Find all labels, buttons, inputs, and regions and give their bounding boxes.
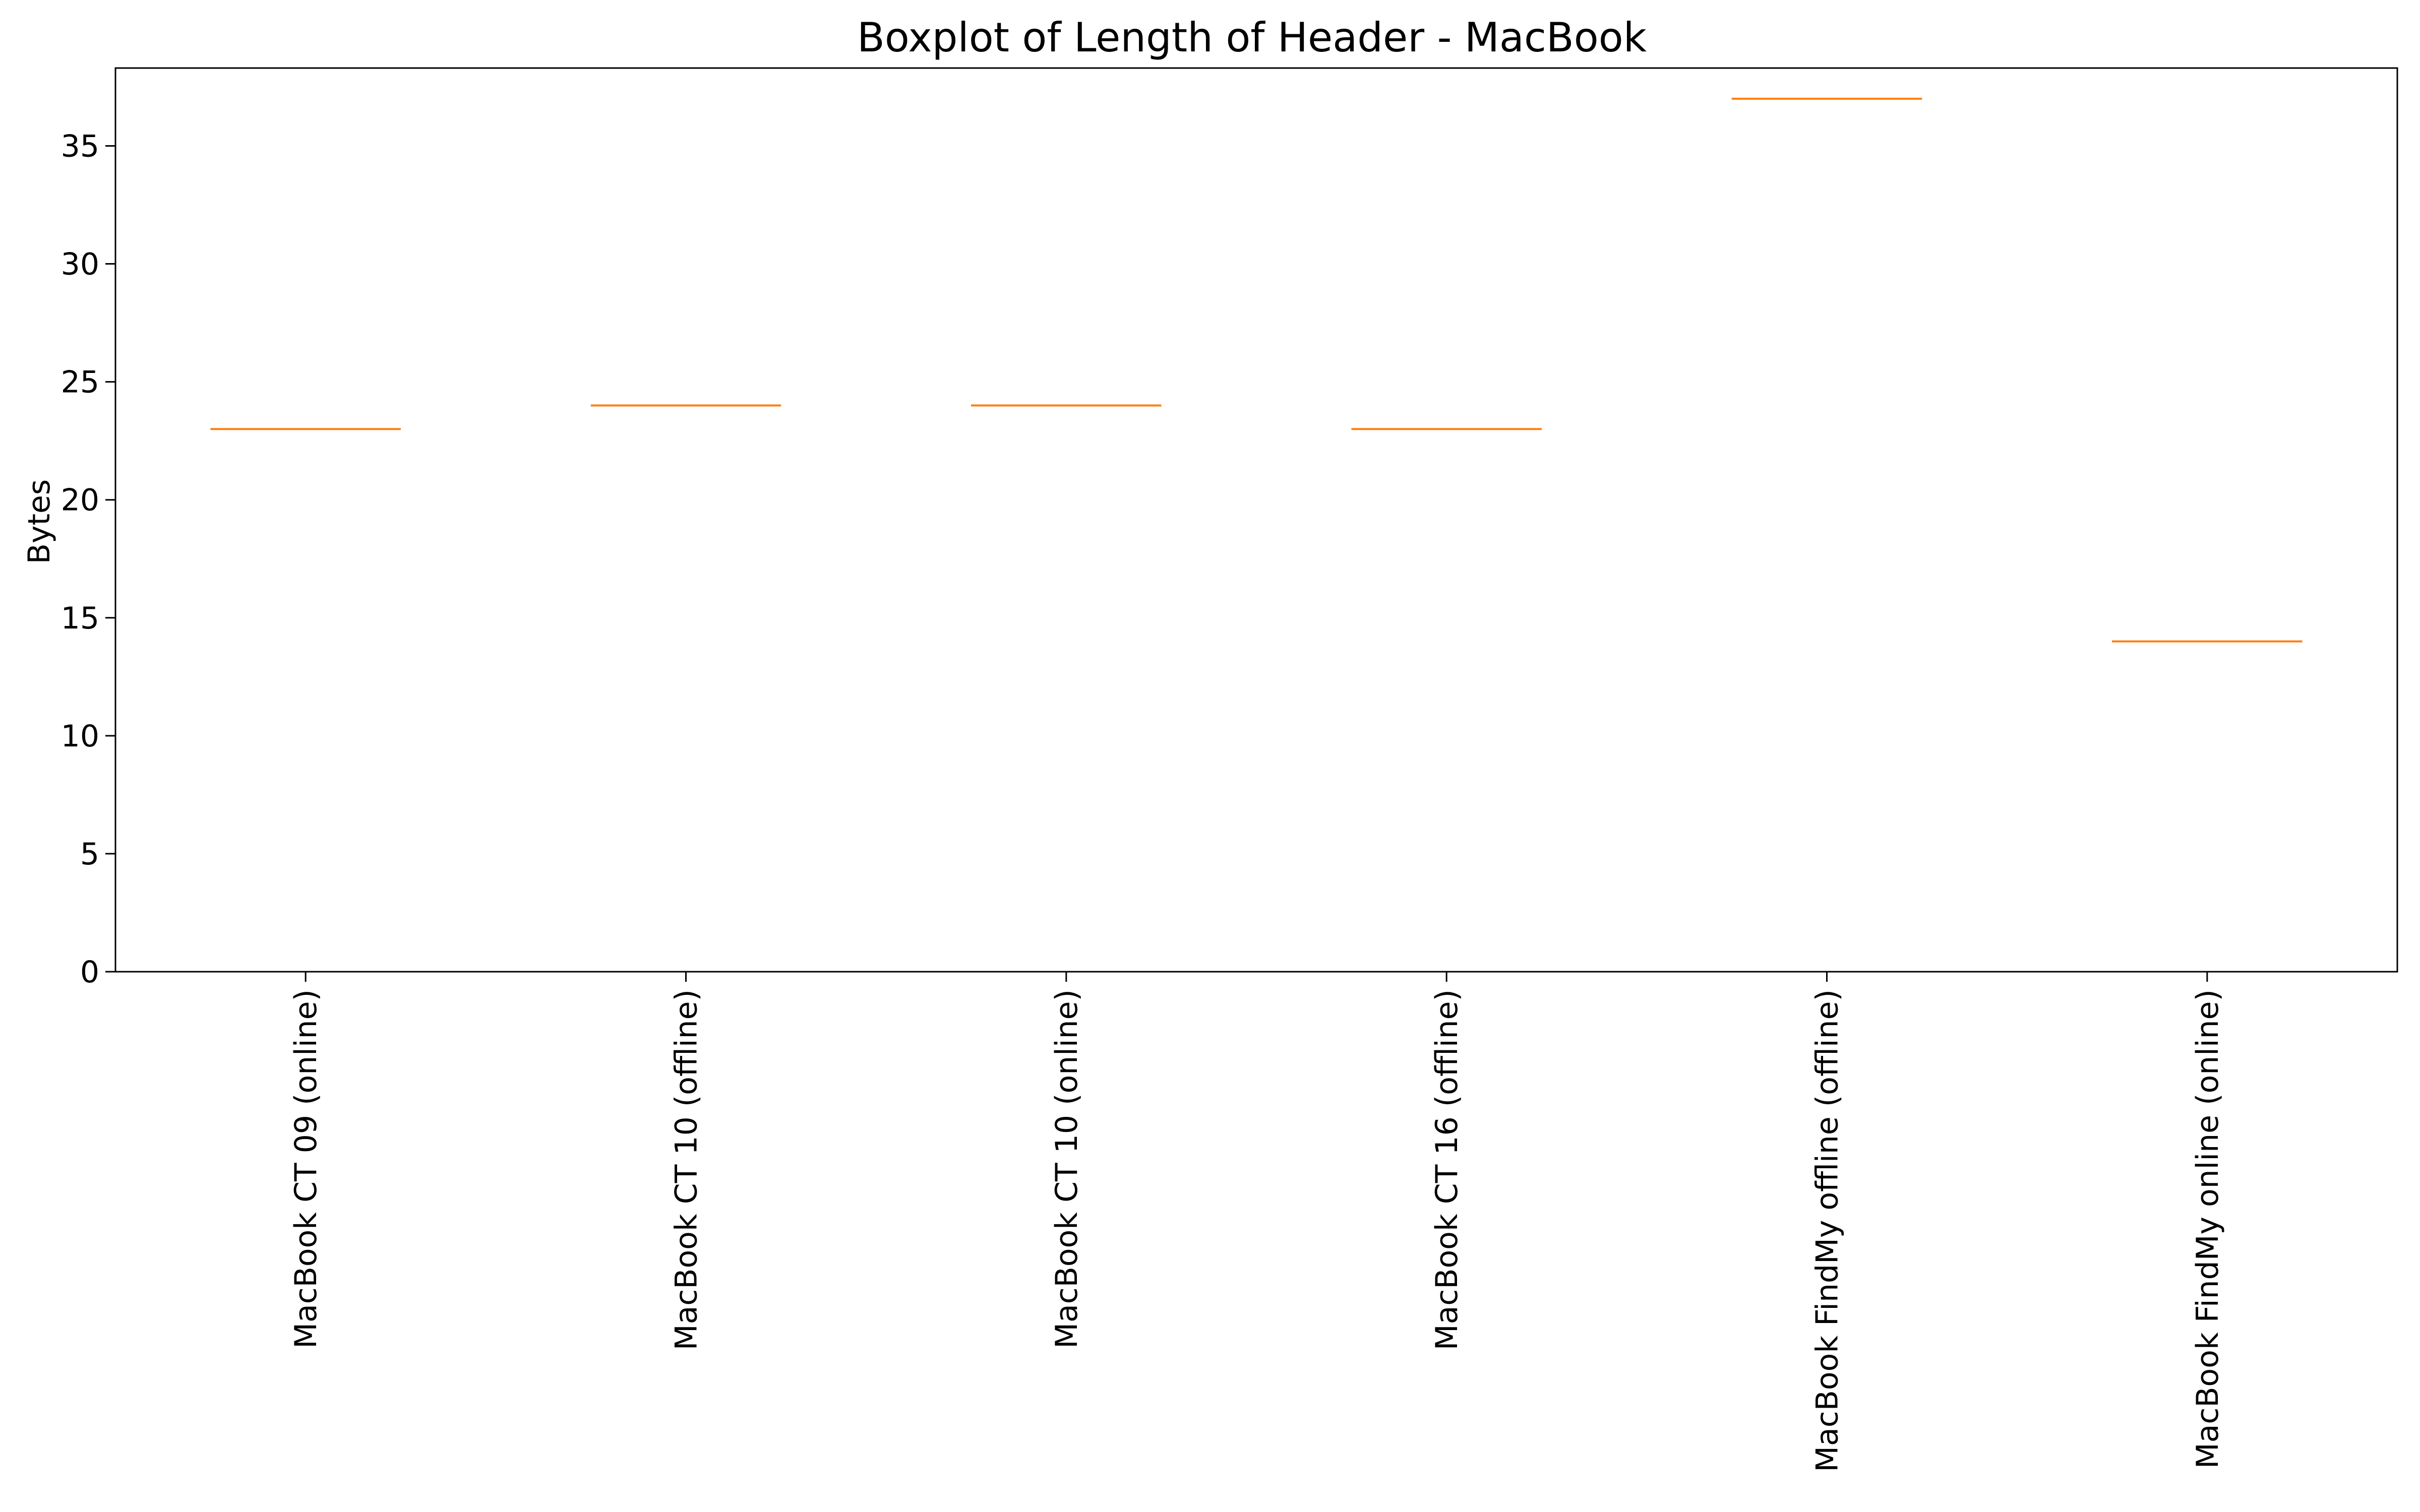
y-tick-label: 35 — [61, 129, 99, 164]
chart-title: Boxplot of Length of Header - MacBook — [857, 14, 1647, 61]
x-tick-label: MacBook CT 16 (offline) — [1429, 989, 1465, 1350]
y-tick-label: 5 — [80, 837, 99, 872]
axes-frame — [114, 67, 2398, 973]
y-tick-label: 25 — [61, 365, 99, 400]
plot-area: 0 5 10 15 20 25 30 35 MacBook CT 09 (online) MacB… — [61, 97, 2303, 1472]
y-tick-label: 20 — [61, 483, 99, 518]
x-tick-label: MacBook CT 10 (online) — [1049, 989, 1084, 1349]
y-tick-label: 0 — [80, 955, 99, 990]
x-tick-label: MacBook FindMy online (online) — [2190, 989, 2225, 1469]
x-tick-label: MacBook CT 09 (online) — [288, 989, 324, 1349]
y-axis-label: Bytes — [22, 479, 57, 564]
x-tick-label: MacBook CT 10 (offline) — [669, 989, 704, 1350]
x-tick-label: MacBook FindMy offline (offline) — [1810, 989, 1845, 1472]
y-tick-label: 15 — [61, 601, 99, 636]
y-tick-label: 30 — [61, 247, 99, 282]
y-tick-label: 10 — [61, 719, 99, 754]
